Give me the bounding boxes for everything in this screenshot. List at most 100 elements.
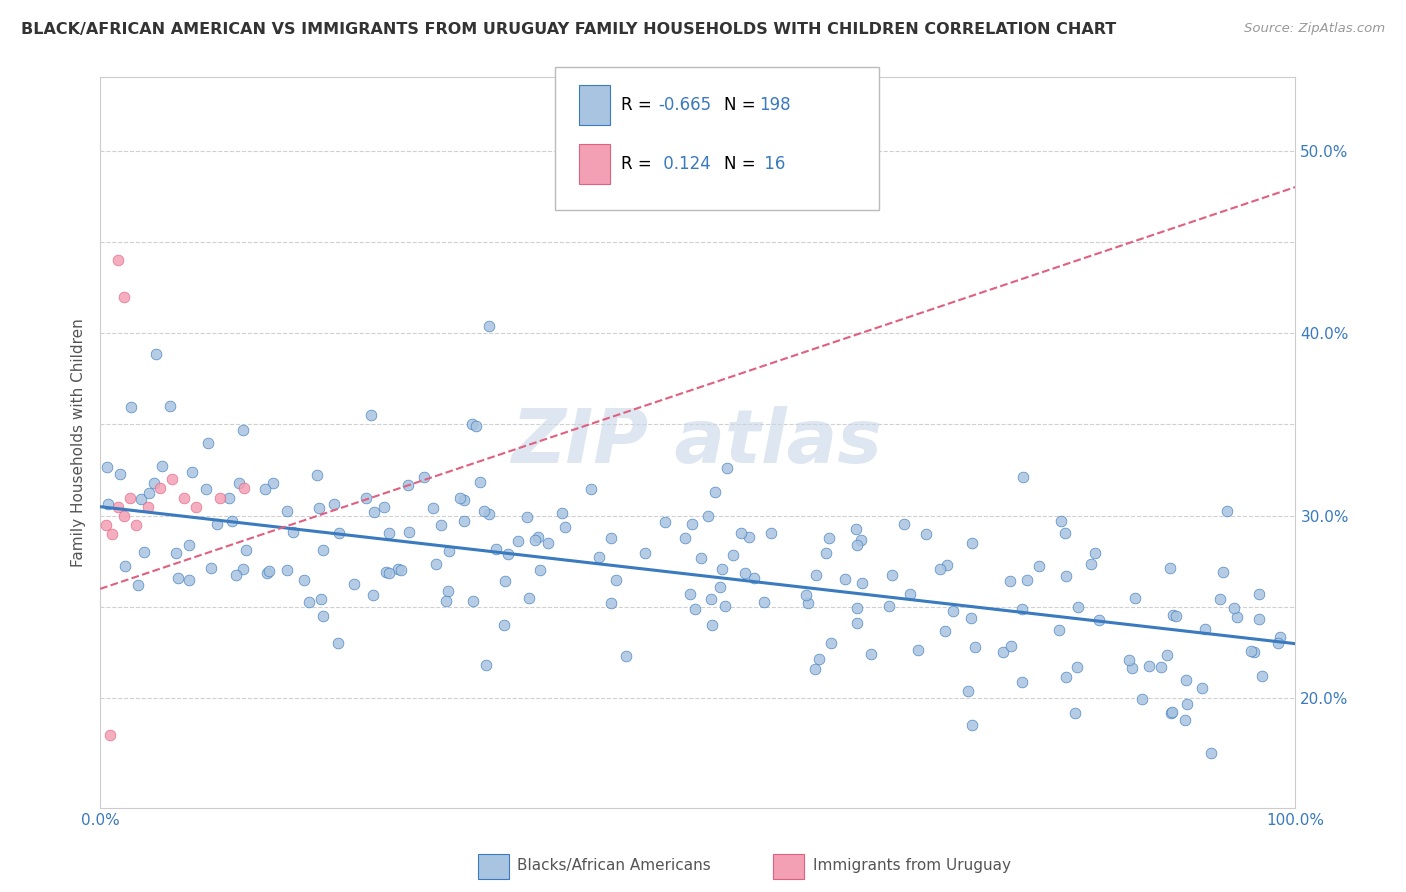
Point	[312, 608, 335, 623]
Point	[165, 546, 187, 560]
Point	[654, 515, 676, 529]
Text: -0.665: -0.665	[658, 96, 711, 114]
Point	[942, 604, 965, 618]
Point	[523, 533, 546, 547]
Point	[136, 500, 159, 514]
Point	[714, 599, 737, 613]
Point	[125, 518, 148, 533]
Point	[529, 563, 551, 577]
Text: Immigrants from Uruguay: Immigrants from Uruguay	[813, 858, 1011, 872]
Point	[599, 531, 621, 545]
Point	[817, 531, 839, 545]
Point	[600, 597, 623, 611]
Point	[312, 543, 335, 558]
Point	[527, 530, 550, 544]
Point	[96, 460, 118, 475]
Point	[537, 536, 560, 550]
Point	[1121, 660, 1143, 674]
Text: 0.124: 0.124	[658, 155, 711, 173]
Point	[378, 526, 401, 541]
Point	[413, 470, 436, 484]
Point	[716, 460, 738, 475]
Point	[94, 518, 117, 533]
Point	[197, 435, 219, 450]
Point	[699, 592, 721, 607]
Point	[389, 563, 412, 577]
Point	[1130, 692, 1153, 706]
Point	[112, 508, 135, 523]
Point	[256, 566, 278, 581]
Point	[1015, 573, 1038, 587]
Point	[485, 542, 508, 557]
Point	[1174, 673, 1197, 687]
Text: ZIP atlas: ZIP atlas	[512, 406, 883, 479]
Point	[181, 465, 204, 479]
Point	[820, 635, 842, 649]
Point	[1054, 568, 1077, 582]
Point	[759, 526, 782, 541]
Point	[796, 588, 818, 602]
Point	[1011, 675, 1033, 690]
Point	[262, 475, 284, 490]
Point	[1161, 705, 1184, 719]
Point	[309, 591, 332, 606]
Point	[1249, 612, 1271, 626]
Point	[1063, 706, 1085, 720]
Point	[846, 538, 869, 552]
Point	[679, 587, 702, 601]
Point	[472, 504, 495, 518]
Point	[673, 531, 696, 545]
Point	[929, 561, 952, 575]
Point	[797, 596, 820, 610]
Point	[752, 594, 775, 608]
Point	[343, 576, 366, 591]
Point	[308, 500, 330, 515]
Point	[143, 475, 166, 490]
Point	[965, 640, 987, 654]
Point	[681, 517, 703, 532]
Point	[360, 409, 382, 423]
Point	[956, 683, 979, 698]
Text: Blacks/African Americans: Blacks/African Americans	[517, 858, 711, 872]
Point	[1209, 591, 1232, 606]
Point	[461, 417, 484, 431]
Point	[184, 500, 207, 514]
Point	[453, 514, 475, 528]
Point	[1028, 558, 1050, 573]
Point	[1249, 586, 1271, 600]
Point	[1239, 643, 1261, 657]
Point	[373, 500, 395, 515]
Point	[228, 475, 250, 490]
Point	[205, 517, 228, 532]
Point	[1084, 546, 1107, 560]
Point	[107, 500, 129, 514]
Point	[993, 644, 1015, 658]
Point	[710, 562, 733, 576]
Point	[742, 571, 765, 585]
Point	[429, 517, 451, 532]
Point	[114, 559, 136, 574]
Point	[1250, 669, 1272, 683]
Point	[208, 491, 231, 505]
Point	[232, 562, 254, 576]
Point	[915, 526, 938, 541]
Point	[149, 482, 172, 496]
Point	[935, 558, 957, 573]
Text: 16: 16	[759, 155, 786, 173]
Point	[232, 482, 254, 496]
Point	[453, 493, 475, 508]
Point	[159, 399, 181, 413]
Point	[177, 573, 200, 587]
Point	[807, 651, 830, 665]
Point	[257, 564, 280, 578]
Point	[1012, 470, 1035, 484]
Point	[470, 475, 492, 490]
Point	[1011, 601, 1033, 615]
Point	[1000, 639, 1022, 653]
Point	[880, 568, 903, 582]
Point	[145, 347, 167, 361]
Point	[118, 491, 141, 505]
Point	[960, 536, 983, 550]
Point	[588, 550, 610, 565]
Point	[235, 542, 257, 557]
